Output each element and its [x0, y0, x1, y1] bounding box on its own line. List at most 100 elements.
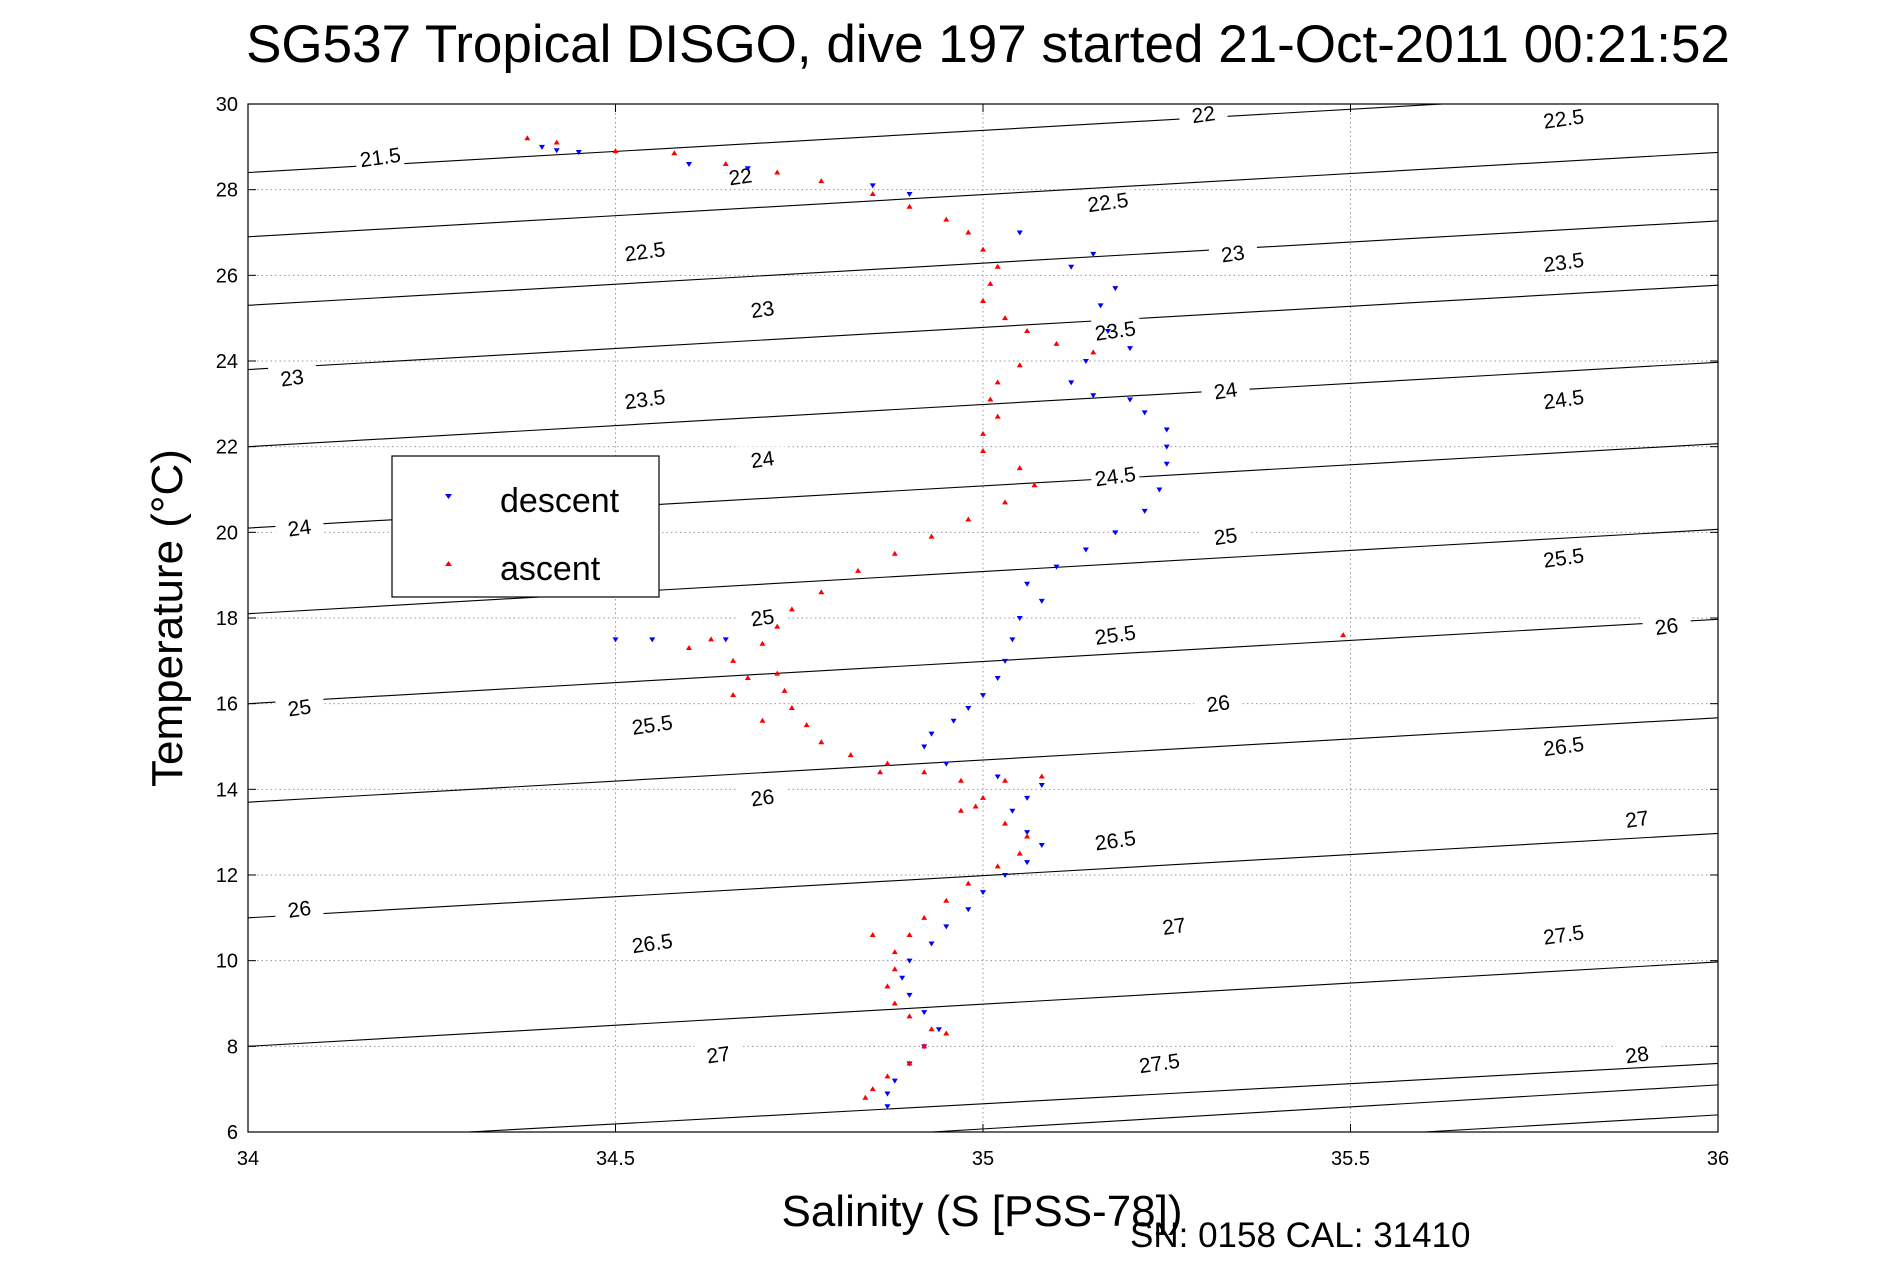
data-point-ascent	[884, 1073, 891, 1079]
data-point-descent	[575, 149, 582, 155]
data-point-ascent	[1002, 315, 1009, 321]
data-point-ascent	[980, 298, 986, 304]
data-point-ascent	[774, 623, 781, 629]
data-point-ascent	[957, 777, 964, 783]
data-point-ascent	[774, 670, 781, 676]
data-point-descent	[928, 941, 935, 947]
contour-label-bg	[1539, 105, 1588, 130]
data-point-ascent	[759, 717, 766, 723]
data-point-ascent	[1002, 820, 1009, 826]
contour-label-bg	[1539, 921, 1588, 946]
contour-label-bg	[1091, 463, 1140, 488]
data-point-ascent	[906, 1060, 913, 1066]
data-point-descent	[1002, 658, 1009, 664]
data-point-descent	[1009, 808, 1016, 814]
contour-label-bg	[620, 386, 669, 411]
data-point-ascent	[987, 280, 994, 286]
contour-label-bg	[1091, 318, 1140, 343]
contour-label: 24.5	[1542, 386, 1586, 414]
contour-line-23	[248, 284, 1718, 371]
contour-label: 23.5	[1094, 317, 1138, 345]
data-point-descent	[1024, 795, 1031, 801]
data-point-ascent	[612, 148, 619, 154]
data-point-descent	[899, 975, 906, 981]
data-point-descent	[539, 144, 545, 150]
contour-label-bg	[738, 605, 787, 629]
data-point-descent	[649, 637, 656, 643]
contour-label-bg	[1194, 690, 1243, 715]
data-point-descent	[686, 161, 692, 167]
contour-label: 27	[1161, 914, 1187, 940]
data-point-ascent	[759, 640, 766, 646]
contour-label-bg	[1613, 1041, 1662, 1066]
data-point-descent	[1024, 581, 1031, 587]
data-point-ascent	[906, 1013, 913, 1019]
data-point-ascent	[862, 1094, 869, 1100]
data-point-ascent	[980, 246, 986, 252]
data-point-ascent	[1016, 850, 1023, 856]
contour-label: 22	[1190, 102, 1216, 128]
contour-label: 22.5	[1086, 189, 1130, 217]
contour-label-bg	[1539, 386, 1588, 411]
data-point-ascent	[553, 139, 560, 145]
contour-label-bg	[1091, 622, 1140, 647]
data-point-descent	[744, 166, 751, 172]
x-axis: 34 34.5 35 35.5 36	[237, 104, 1729, 1170]
data-point-ascent	[891, 550, 898, 556]
data-point-ascent	[1038, 773, 1045, 779]
contour-label-bg	[1539, 249, 1588, 274]
contour-label: 21.5	[359, 144, 403, 172]
x-tick-label: 36	[1707, 1148, 1729, 1170]
data-point-ascent	[730, 657, 737, 663]
contour-line-23.5	[248, 361, 1718, 448]
data-point-ascent	[869, 1086, 876, 1092]
contour-label: 28	[1624, 1042, 1650, 1068]
data-point-descent	[935, 1027, 942, 1033]
contour-label: 24	[286, 515, 313, 541]
data-point-ascent	[1024, 328, 1031, 334]
data-point-descent	[1090, 393, 1097, 399]
data-point-descent	[980, 693, 986, 699]
contour-line-27	[468, 1062, 1718, 1132]
data-point-descent	[1104, 329, 1111, 335]
contour-label-bg	[1179, 101, 1228, 126]
data-point-ascent	[686, 644, 692, 650]
contour-line-26.5	[248, 961, 1718, 1047]
data-point-descent	[1082, 547, 1089, 553]
y-tick-label: 14	[216, 779, 238, 801]
contour-label-bg	[268, 365, 317, 390]
data-point-descent	[1053, 564, 1060, 570]
data-point-ascent	[891, 966, 898, 972]
data-point-descent	[1002, 873, 1009, 878]
data-point-ascent	[1340, 632, 1347, 638]
contour-label-bg	[628, 712, 677, 737]
x-tick-label: 35	[972, 1148, 994, 1170]
contour-label-bg	[275, 515, 324, 540]
data-point-descent	[906, 958, 913, 964]
contour-label: 24	[1212, 378, 1239, 404]
data-point-ascent	[928, 1026, 935, 1032]
grid	[247, 103, 1719, 1133]
data-point-ascent	[972, 803, 979, 809]
contour-label-bg	[1150, 913, 1199, 938]
x-tick-label: 35.5	[1331, 1148, 1370, 1170]
data-point-ascent	[994, 413, 1001, 419]
data-point-ascent	[847, 752, 854, 758]
data-point-ascent	[1090, 349, 1097, 355]
contour-label: 23.5	[1542, 249, 1586, 277]
legend-ascent-marker	[445, 561, 452, 566]
data-point-ascent	[1031, 482, 1038, 488]
contour-line-27.5	[931, 1084, 1718, 1132]
data-point-descent	[884, 1104, 891, 1110]
contour-label: 24.5	[1094, 463, 1138, 491]
contour-label: 25	[749, 605, 775, 631]
data-point-descent	[1141, 508, 1148, 514]
data-point-descent	[994, 675, 1001, 681]
legend-ascent-label: ascent	[500, 550, 601, 588]
y-tick-label: 20	[216, 522, 238, 544]
data-point-ascent	[884, 983, 891, 989]
data-point-descent	[1009, 637, 1016, 643]
contour-line-26	[248, 832, 1718, 919]
contour-label: 27.5	[1138, 1050, 1182, 1078]
contour-label: 26.5	[1094, 827, 1138, 855]
